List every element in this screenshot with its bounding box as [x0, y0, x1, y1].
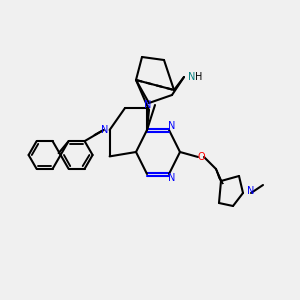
Text: N: N: [168, 173, 176, 183]
Text: N: N: [144, 100, 152, 110]
Text: N: N: [188, 72, 196, 82]
Text: N: N: [168, 121, 176, 131]
Text: N: N: [101, 125, 108, 135]
Text: H: H: [195, 72, 203, 82]
Polygon shape: [216, 169, 223, 184]
Text: O: O: [197, 152, 205, 162]
Text: N: N: [247, 186, 255, 196]
